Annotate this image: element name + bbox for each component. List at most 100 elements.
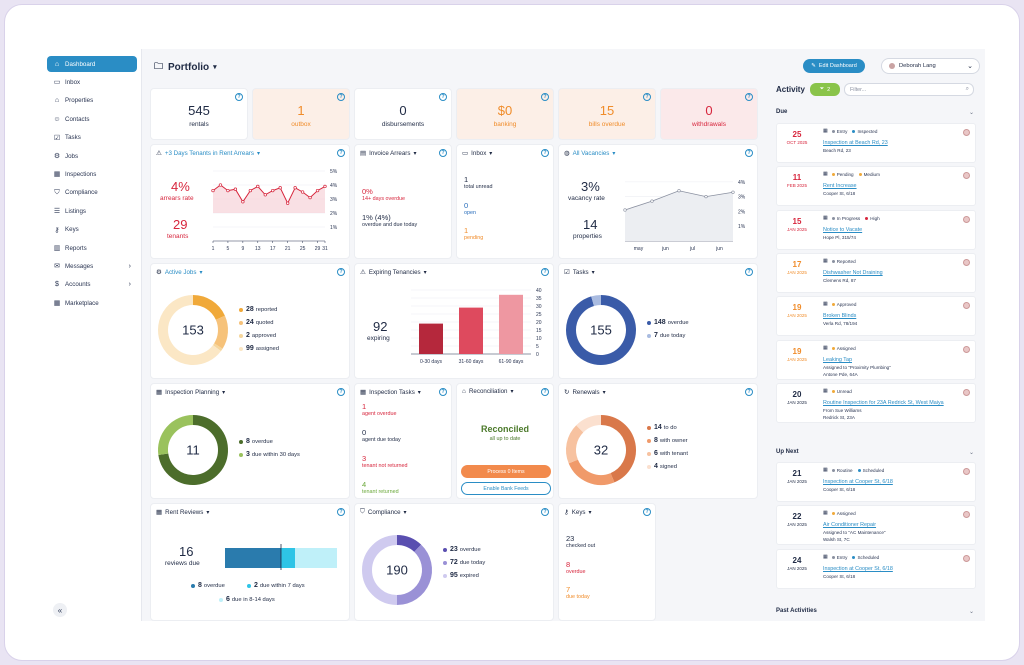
tasks-title[interactable]: ☑ Tasks ▾ [564, 268, 595, 277]
sidebar-item-tasks[interactable]: ☑ Tasks [47, 130, 137, 146]
activity-title-link[interactable]: Air Conditioner Repair [823, 522, 877, 528]
activity-item[interactable]: 19 JAN 2025 ▦ Approved Broken Blinds Verla Rd… [776, 296, 976, 336]
reconciliation-title[interactable]: ⌂ Reconciliation ▾ [462, 388, 514, 395]
section-up-next[interactable]: Up Next ⌄ [776, 449, 974, 456]
vacancy-rate-label: vacancy rate [568, 195, 605, 202]
sidebar-item-properties[interactable]: ⌂ Properties [47, 93, 137, 109]
help-icon[interactable]: ? [337, 149, 345, 157]
activity-item[interactable]: 22 JAN 2025 ▦ Assigned Air Conditioner Repai… [776, 505, 976, 545]
activity-title-link[interactable]: Routine Inspection for 23A Redrick St, W… [823, 400, 944, 406]
help-icon[interactable]: ? [643, 93, 651, 101]
activity-item[interactable]: 21 JAN 2025 ▦ Routine Scheduled Inspection at… [776, 462, 976, 502]
inspection-planning-title[interactable]: ▦ Inspection Planning ▾ [156, 388, 226, 397]
invoice-arrears-title[interactable]: ▤ Invoice Arrears ▾ [360, 149, 417, 158]
activity-item[interactable]: 19 JAN 2025 ▦ Assigned Leaking Tap Assigned t… [776, 340, 976, 380]
inbox-icon: ▭ [53, 79, 61, 87]
keys-l3: due today [566, 594, 590, 600]
sidebar-item-listings[interactable]: ☰ Listings [47, 203, 137, 219]
help-icon[interactable]: ? [439, 388, 447, 396]
section-due[interactable]: Due ⌄ [776, 109, 974, 116]
user-select[interactable]: Deborah Lang ⌄ [881, 58, 980, 74]
sidebar-item-jobs[interactable]: ⚙ Jobs [47, 148, 137, 164]
collapse-sidebar-button[interactable]: « [53, 603, 67, 617]
kpi-disbursements[interactable]: ? 0 disbursements [354, 88, 452, 140]
avatar [963, 555, 970, 562]
sidebar-item-reports[interactable]: ▥ Reports [47, 240, 137, 256]
vacancy-point [650, 199, 654, 203]
rent-review-segment [295, 548, 337, 568]
activity-filter-count[interactable]: ⏷ 2 [810, 83, 840, 96]
sidebar-item-inspections[interactable]: ▦ Inspections [47, 166, 137, 182]
section-past-activities[interactable]: Past Activities ⌄ [776, 608, 974, 615]
help-icon[interactable]: ? [337, 508, 345, 516]
keys-title[interactable]: ⚷ Keys ▾ [564, 508, 592, 517]
renewals-title[interactable]: ↻ Renewals ▾ [564, 388, 606, 397]
activity-title-link[interactable]: Inspection at Beach Rd, 23 [823, 140, 888, 146]
help-icon[interactable]: ? [541, 268, 549, 276]
enable-bank-feeds-button[interactable]: Enable Bank Feeds [461, 482, 551, 495]
process-items-button[interactable]: Process 0 Items [461, 465, 551, 478]
donut-segment [566, 295, 636, 365]
compliance-title[interactable]: ⛉ Compliance ▾ [360, 508, 407, 516]
activity-item[interactable]: 24 JAN 2025 ▦ Entry Scheduled Inspection at C… [776, 549, 976, 589]
arrears-title[interactable]: ⚠ +3 Days Tenants in Rent Arrears ▾ [156, 149, 261, 158]
activity-title-link[interactable]: Broken Blinds [823, 313, 857, 319]
help-icon[interactable]: ? [745, 149, 753, 157]
activity-title-link[interactable]: Dishwasher Not Draining [823, 270, 883, 276]
help-icon[interactable]: ? [541, 149, 549, 157]
activity-title-link[interactable]: Inspection at Cooper St, 6/18 [823, 479, 893, 485]
activity-item[interactable]: 17 JAN 2025 ▦ Reported Dishwasher Not Draini… [776, 253, 976, 293]
activity-title-link[interactable]: Rent Increase [823, 183, 857, 189]
help-icon[interactable]: ? [745, 268, 753, 276]
inbox-title[interactable]: ▭ Inbox ▾ [462, 149, 493, 158]
sidebar-item-dashboard[interactable]: ⌂ Dashboard [47, 56, 137, 72]
kpi-label: bills overdue [588, 121, 626, 128]
kpi-bills-overdue[interactable]: ? 15 bills overdue [558, 88, 656, 140]
itasks-l4: tenant returned [362, 489, 399, 495]
activity-item[interactable]: 20 JAN 2025 ▦ Unread Routine Inspection for … [776, 383, 976, 423]
sidebar-item-marketplace[interactable]: ▦ Marketplace [47, 295, 137, 311]
tenancies-title[interactable]: ⚠ Expiring Tenancies ▾ [360, 268, 427, 277]
help-icon[interactable]: ? [439, 149, 447, 157]
activity-item[interactable]: 11 FEB 2025 ▦ Pending Medium Rent Increase Coo… [776, 166, 976, 206]
screenshot-frame: ⌂ Dashboard ▭ Inbox ⌂ Properties ☺ Contacts ☑ Tas… [4, 4, 1020, 661]
kpi-rentals[interactable]: ? 545 rentals [150, 88, 248, 140]
sidebar-item-accounts[interactable]: $ Accounts › [47, 277, 137, 293]
help-icon[interactable]: ? [541, 93, 549, 101]
kpi-withdrawals[interactable]: ? 0 withdrawals [660, 88, 758, 140]
legend-overdue: 23 overdue [443, 546, 481, 553]
inspection-tasks-title[interactable]: ▦ Inspection Tasks ▾ [360, 388, 421, 397]
activity-title-link[interactable]: Inspection at Cooper St, 6/18 [823, 566, 893, 572]
help-icon[interactable]: ? [745, 93, 753, 101]
activity-title-link[interactable]: Notice to Vacate [823, 227, 863, 233]
help-icon[interactable]: ? [235, 93, 243, 101]
help-icon[interactable]: ? [643, 508, 651, 516]
sidebar-item-inbox[interactable]: ▭ Inbox [47, 74, 137, 90]
help-icon[interactable]: ? [745, 388, 753, 396]
activity-item[interactable]: 25 OCT 2025 ▦ Entry Inspected Inspection at B… [776, 123, 976, 163]
active-jobs-title[interactable]: ⚙ Active Jobs ▾ [156, 268, 203, 277]
kpi-banking[interactable]: ? $0 banking [456, 88, 554, 140]
vacancy-area [625, 190, 733, 241]
rent-reviews-title[interactable]: ▦ Rent Reviews ▾ [156, 508, 210, 517]
vacancies-title[interactable]: ◍ All Vacancies ▾ [564, 149, 616, 158]
help-icon[interactable]: ? [541, 388, 549, 396]
help-icon[interactable]: ? [439, 93, 447, 101]
activity-title-link[interactable]: Leaking Tap [823, 357, 852, 363]
activity-month: JAN 2025 [787, 566, 807, 571]
help-icon[interactable]: ? [337, 93, 345, 101]
sidebar-item-messages[interactable]: ✉ Messages › [47, 258, 137, 274]
help-icon[interactable]: ? [541, 508, 549, 516]
activity-filter-input[interactable]: Filter... ⌕ [844, 83, 974, 96]
arrears-point [271, 188, 275, 193]
help-icon[interactable]: ? [337, 268, 345, 276]
activity-item[interactable]: 15 JAN 2025 ▦ In Progress High Notice to Vaca… [776, 210, 976, 250]
help-icon[interactable]: ? [337, 388, 345, 396]
kpi-outbox[interactable]: ? 1 outbox [252, 88, 350, 140]
page-title[interactable]: 🗀 Portfolio ▾ [154, 59, 217, 75]
edit-dashboard-button[interactable]: ✎ Edit Dashboard [803, 59, 865, 73]
calendar-icon: ▦ [823, 258, 828, 264]
sidebar-item-compliance[interactable]: ⛉ Compliance [47, 185, 137, 201]
sidebar-item-contacts[interactable]: ☺ Contacts [47, 111, 137, 127]
sidebar-item-keys[interactable]: ⚷ Keys [47, 222, 137, 238]
